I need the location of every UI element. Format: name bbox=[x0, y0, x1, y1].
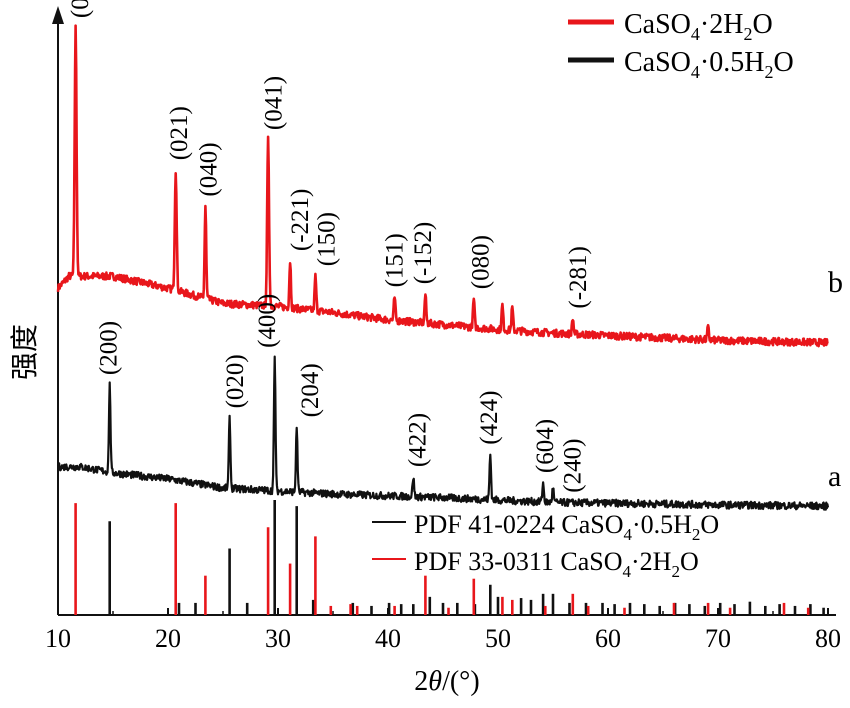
legend-bottom: PDF 41-0224 CaSO4·0.5H2O PDF 33-0311 CaS… bbox=[372, 510, 719, 581]
x-tick-label: 50 bbox=[485, 624, 511, 653]
peak-label: (021) bbox=[166, 106, 193, 160]
axes bbox=[52, 6, 836, 616]
peak-label: (-152) bbox=[410, 222, 437, 284]
peak-label: (200) bbox=[96, 321, 123, 375]
series-lines bbox=[56, 24, 830, 511]
series-line-a bbox=[56, 355, 830, 511]
x-ticks: 10 20 30 40 50 60 70 80 bbox=[45, 608, 841, 653]
peak-label: (151) bbox=[382, 233, 409, 287]
peak-label: (020) bbox=[67, 0, 94, 18]
peak-label: (422) bbox=[405, 413, 432, 467]
y-axis-arrow-icon bbox=[52, 6, 64, 24]
reference-sticks bbox=[74, 500, 825, 615]
series-a-label: a bbox=[828, 460, 841, 493]
legend-bottom-entry-2: PDF 33-0311 CaSO4·2H2O bbox=[414, 547, 699, 581]
legend-bottom-entry-1: PDF 41-0224 CaSO4·0.5H2O bbox=[414, 510, 719, 544]
x-tick-label: 60 bbox=[595, 624, 621, 653]
peak-label: (204) bbox=[297, 363, 324, 417]
peak-label: (400) bbox=[254, 294, 281, 348]
legend-top: CaSO4·2H2O CaSO4·0.5H2O bbox=[568, 9, 794, 82]
peak-label: (604) bbox=[532, 419, 559, 473]
x-tick-label: 40 bbox=[375, 624, 401, 653]
x-axis-title: 2θ/(°) bbox=[414, 666, 479, 697]
x-tick-label: 70 bbox=[705, 624, 731, 653]
peak-label: (040) bbox=[196, 142, 223, 196]
legend-top-entry-1: CaSO4·2H2O bbox=[624, 9, 773, 44]
legend-top-entry-2: CaSO4·0.5H2O bbox=[624, 47, 794, 82]
series-line-b bbox=[56, 24, 829, 348]
x-tick-label: 30 bbox=[265, 624, 291, 653]
peak-label: (150) bbox=[313, 212, 340, 266]
series-b-label: b bbox=[828, 266, 843, 299]
peak-label: (020) bbox=[222, 354, 249, 408]
peak-label: (-281) bbox=[565, 246, 592, 308]
peak-labels: (020) (021)(040) (041) (-221)(150) (151)(-15… bbox=[67, 0, 592, 493]
x-tick-label: 80 bbox=[815, 624, 841, 653]
peak-label: (-221) bbox=[287, 189, 314, 251]
peak-label: (240) bbox=[560, 439, 587, 493]
peak-label: (041) bbox=[261, 76, 288, 130]
peak-label: (080) bbox=[467, 235, 494, 289]
x-tick-label: 10 bbox=[45, 624, 71, 653]
y-axis-title: 强度 bbox=[9, 324, 41, 380]
peak-label: (424) bbox=[476, 391, 503, 445]
x-tick-label: 20 bbox=[155, 624, 181, 653]
